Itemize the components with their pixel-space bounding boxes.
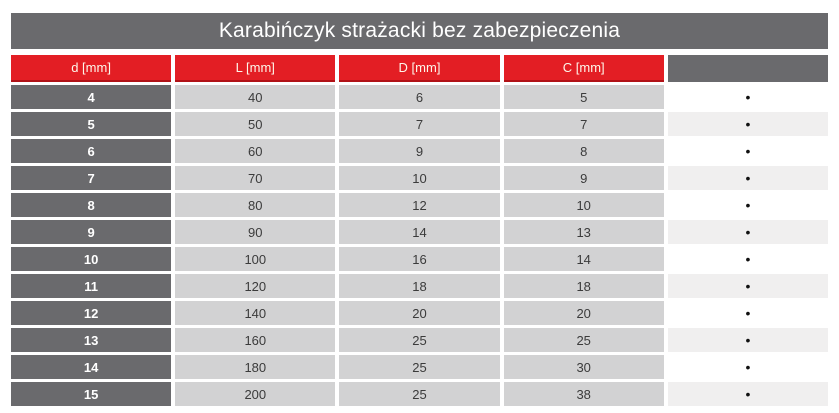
cell-l: 80 [175, 193, 336, 217]
cell-d: 10 [11, 247, 172, 271]
cell-c: 5 [503, 85, 664, 109]
availability-marker: • [667, 166, 828, 190]
cell-l: 50 [175, 112, 336, 136]
availability-marker: • [667, 112, 828, 136]
cell-c: 30 [503, 355, 664, 379]
column-header-marker [667, 55, 828, 82]
table-row: 8 80 12 10 • [11, 193, 828, 217]
availability-marker: • [667, 85, 828, 109]
availability-marker: • [667, 274, 828, 298]
table-header-row: d [mm] L [mm] D [mm] C [mm] [11, 55, 828, 82]
cell-l: 90 [175, 220, 336, 244]
cell-l: 120 [175, 274, 336, 298]
availability-marker: • [667, 382, 828, 406]
table-row: 9 90 14 13 • [11, 220, 828, 244]
cell-d: 15 [11, 382, 172, 406]
availability-marker: • [667, 301, 828, 325]
table-row: 6 60 9 8 • [11, 139, 828, 163]
cell-c: 10 [503, 193, 664, 217]
cell-d: 8 [11, 193, 172, 217]
cell-d-outer: 25 [339, 328, 500, 352]
cell-c: 8 [503, 139, 664, 163]
cell-d: 14 [11, 355, 172, 379]
table-title: Karabińczyk strażacki bez zabezpieczenia [11, 13, 828, 49]
cell-d: 13 [11, 328, 172, 352]
table-row: 10 100 16 14 • [11, 247, 828, 271]
table-row: 7 70 10 9 • [11, 166, 828, 190]
cell-d: 6 [11, 139, 172, 163]
cell-l: 140 [175, 301, 336, 325]
table-row: 15 200 25 38 • [11, 382, 828, 406]
table-row: 13 160 25 25 • [11, 328, 828, 352]
column-header-c: C [mm] [503, 55, 664, 82]
cell-l: 200 [175, 382, 336, 406]
cell-c: 9 [503, 166, 664, 190]
table-row: 11 120 18 18 • [11, 274, 828, 298]
cell-d-outer: 16 [339, 247, 500, 271]
cell-l: 60 [175, 139, 336, 163]
cell-c: 7 [503, 112, 664, 136]
cell-d-outer: 14 [339, 220, 500, 244]
column-header-l: L [mm] [175, 55, 336, 82]
availability-marker: • [667, 193, 828, 217]
table-body: 4 40 6 5 • 5 50 7 7 • 6 60 9 8 • 7 [11, 85, 828, 406]
cell-d-outer: 25 [339, 355, 500, 379]
cell-d-outer: 20 [339, 301, 500, 325]
cell-d: 9 [11, 220, 172, 244]
cell-d-outer: 9 [339, 139, 500, 163]
cell-d: 12 [11, 301, 172, 325]
cell-c: 20 [503, 301, 664, 325]
column-header-d-outer: D [mm] [339, 55, 500, 82]
cell-d-outer: 25 [339, 382, 500, 406]
cell-d-outer: 6 [339, 85, 500, 109]
cell-d-outer: 7 [339, 112, 500, 136]
cell-d-outer: 18 [339, 274, 500, 298]
cell-d-outer: 12 [339, 193, 500, 217]
table-row: 5 50 7 7 • [11, 112, 828, 136]
availability-marker: • [667, 328, 828, 352]
cell-c: 13 [503, 220, 664, 244]
cell-d: 4 [11, 85, 172, 109]
cell-d: 11 [11, 274, 172, 298]
table-row: 14 180 25 30 • [11, 355, 828, 379]
cell-l: 160 [175, 328, 336, 352]
table-row: 12 140 20 20 • [11, 301, 828, 325]
cell-l: 40 [175, 85, 336, 109]
table-row: 4 40 6 5 • [11, 85, 828, 109]
cell-l: 180 [175, 355, 336, 379]
availability-marker: • [667, 355, 828, 379]
cell-c: 18 [503, 274, 664, 298]
column-header-d: d [mm] [11, 55, 172, 82]
availability-marker: • [667, 139, 828, 163]
cell-c: 25 [503, 328, 664, 352]
cell-d-outer: 10 [339, 166, 500, 190]
availability-marker: • [667, 247, 828, 271]
cell-l: 100 [175, 247, 336, 271]
dimensions-table: d [mm] L [mm] D [mm] C [mm] 4 40 6 5 • 5… [11, 55, 828, 406]
availability-marker: • [667, 220, 828, 244]
cell-c: 14 [503, 247, 664, 271]
cell-c: 38 [503, 382, 664, 406]
cell-d: 5 [11, 112, 172, 136]
cell-d: 7 [11, 166, 172, 190]
cell-l: 70 [175, 166, 336, 190]
